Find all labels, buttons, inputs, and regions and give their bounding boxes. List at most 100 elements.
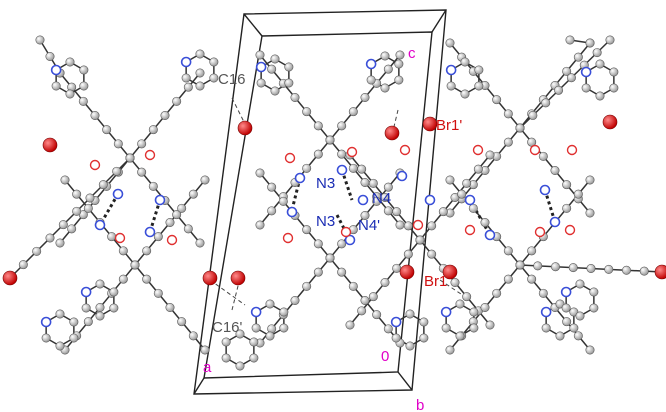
carbon-atom — [67, 224, 77, 234]
carbon-atom — [585, 38, 595, 48]
carbon-atom — [604, 264, 614, 274]
carbon-atom — [55, 309, 65, 319]
carbon-atom — [589, 303, 599, 313]
carbon-atom — [95, 311, 105, 321]
carbon-atom — [58, 220, 68, 230]
carbon-atom — [153, 288, 163, 298]
carbon-atom — [533, 261, 543, 271]
h-bond — [340, 169, 354, 201]
nitrogen-atom — [484, 229, 496, 241]
nitrogen-atom — [250, 306, 262, 318]
carbon-atom — [562, 180, 572, 190]
carbon-atom — [195, 49, 205, 59]
oxygen-atom — [282, 232, 294, 244]
carbon-atom — [562, 66, 572, 76]
carbon-atom — [372, 310, 382, 320]
carbon-atom — [65, 89, 75, 99]
carbon-atom — [460, 57, 470, 67]
carbon-atom — [372, 196, 382, 206]
carbon-atom — [541, 323, 551, 333]
carbon-atom — [438, 207, 448, 217]
carbon-atom — [172, 96, 182, 106]
carbon-atom — [79, 81, 89, 91]
carbon-atom — [302, 225, 312, 235]
nitrogen-atom — [357, 194, 369, 206]
carbon-atom — [165, 302, 175, 312]
carbon-atom — [609, 83, 619, 93]
carbon-atom — [462, 178, 472, 188]
carbon-atom — [550, 262, 560, 272]
carbon-atom — [554, 85, 564, 95]
nitrogen-atom — [112, 188, 124, 200]
carbon-atom — [383, 324, 393, 334]
carbon-atom — [195, 81, 205, 91]
oxygen-atom — [346, 146, 358, 158]
carbon-atom — [107, 232, 117, 242]
nitrogen-atom — [539, 184, 551, 196]
carbon-atom — [419, 317, 429, 327]
carbon-atom — [313, 121, 323, 131]
carbon-atom — [235, 329, 245, 339]
carbon-atom — [360, 93, 370, 103]
carbon-atom — [562, 203, 572, 213]
carbon-atom — [419, 333, 429, 343]
carbon-atom — [469, 307, 479, 317]
carbon-atom — [573, 52, 583, 62]
carbon-atom — [585, 175, 595, 185]
carbon-atom — [55, 238, 65, 248]
carbon-atom — [302, 107, 312, 117]
bond — [9, 157, 131, 279]
carbon-atom — [95, 279, 105, 289]
carbon-atom — [118, 246, 128, 256]
carbon-atom — [460, 89, 470, 99]
carbon-atom — [474, 81, 484, 91]
carbon-atom — [480, 218, 490, 228]
carbon-atom — [251, 323, 261, 333]
carbon-atom — [515, 260, 525, 270]
carbon-atom — [51, 81, 61, 91]
carbon-atom — [503, 274, 513, 284]
oxygen-atom — [464, 224, 476, 236]
carbon-atom — [562, 317, 572, 327]
carbon-atom — [360, 295, 370, 305]
carbon-atom — [85, 193, 95, 203]
oxygen-atom — [284, 152, 296, 164]
carbon-atom — [469, 323, 479, 333]
carbon-atom — [200, 345, 210, 355]
oxygen-atom — [564, 224, 576, 236]
carbon-atom — [279, 307, 289, 317]
carbon-atom — [468, 203, 478, 213]
carbon-atom — [195, 238, 205, 248]
bromine-atom — [2, 270, 18, 286]
carbon-atom — [575, 279, 585, 289]
nitrogen-atom — [396, 170, 408, 182]
carbon-atom — [383, 64, 393, 74]
carbon-atom — [348, 107, 358, 117]
nitrogen-atom — [344, 234, 356, 246]
carbon-atom — [403, 221, 413, 231]
carbon-atom — [462, 292, 472, 302]
carbon-atom — [177, 317, 187, 327]
label-c16: C16 — [218, 71, 246, 88]
carbon-atom — [405, 309, 415, 319]
bromine-atom — [230, 270, 246, 286]
carbon-atom — [450, 277, 460, 287]
nitrogen-atom — [549, 216, 561, 228]
carbon-atom — [188, 331, 198, 341]
carbon-atom — [109, 287, 119, 297]
carbon-atom — [337, 239, 347, 249]
carbon-atom — [592, 48, 602, 58]
carbon-atom — [441, 323, 451, 333]
carbon-atom — [160, 111, 170, 121]
nitrogen-atom — [365, 58, 377, 70]
label-br1: Br1 — [424, 273, 447, 290]
carbon-atom — [148, 181, 158, 191]
carbon-atom — [142, 274, 152, 284]
carbon-atom — [249, 353, 259, 363]
nitrogen-atom — [144, 226, 156, 238]
carbon-atom — [45, 233, 55, 243]
bromine-atom — [384, 125, 400, 141]
label-br1-prime: Br1' — [436, 117, 462, 134]
carbon-atom — [392, 263, 402, 273]
carbon-atom — [345, 320, 355, 330]
